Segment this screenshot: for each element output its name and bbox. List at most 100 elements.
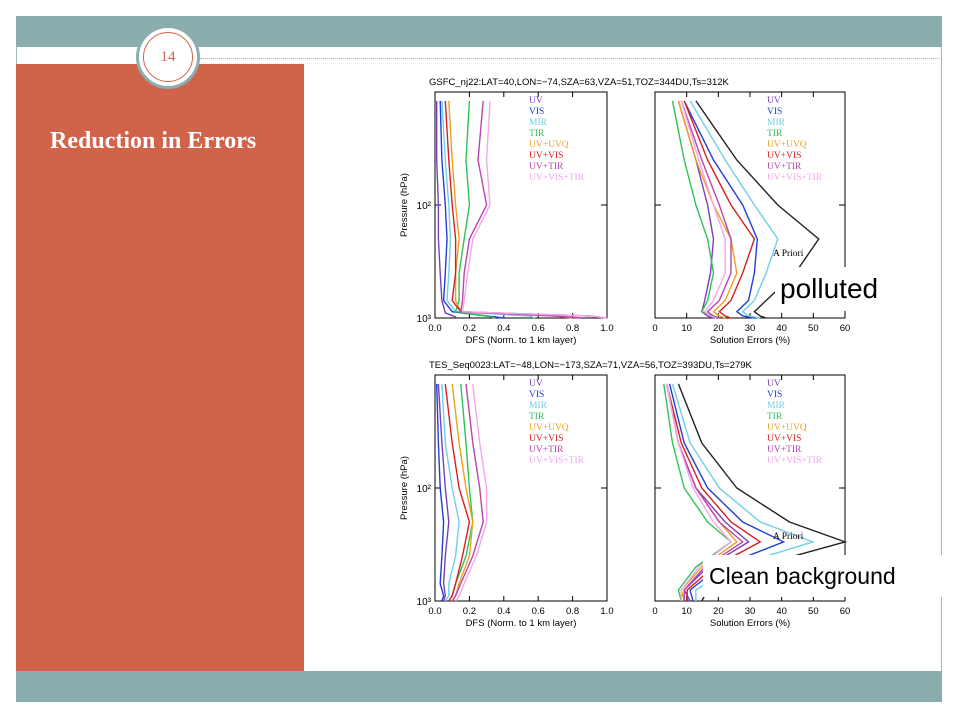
y-axis-label: Pressure (hPa): [399, 173, 410, 237]
x-tick-label: 0.0: [428, 323, 441, 334]
x-tick-label: 0.2: [463, 606, 476, 617]
x-tick-label: 0.4: [497, 606, 510, 617]
polluted-annotation: polluted: [775, 267, 895, 311]
series-line: [455, 383, 488, 602]
series-line: [437, 383, 450, 602]
legend-entry: UV: [529, 379, 543, 389]
slide-title: Reduction in Errors: [50, 128, 257, 154]
series-line: [459, 100, 582, 319]
series-line: [689, 100, 779, 319]
legend-entry: TIR: [767, 412, 783, 422]
series-line: [444, 383, 471, 602]
header-divider: [200, 58, 942, 59]
legend-entry: UV+VIS: [767, 151, 801, 161]
x-tick-label: 50: [808, 606, 819, 617]
series-line: [668, 383, 786, 602]
title-sidebar: [16, 64, 304, 671]
legend-entry: UV+VIS: [767, 434, 801, 444]
series-line: [436, 100, 457, 318]
x-tick-label: 0.8: [566, 323, 579, 334]
legend-entry: UV: [767, 379, 781, 389]
x-axis-label: DFS (Norm. to 1 km layer): [466, 335, 577, 346]
series-line: [677, 100, 738, 319]
x-tick-label: 0.8: [566, 606, 579, 617]
legend-entry: UV+UVQ: [529, 423, 569, 433]
x-tick-label: 0: [652, 323, 657, 334]
x-tick-label: 0.4: [497, 323, 510, 334]
legend-entry: MIR: [529, 118, 548, 128]
y-tick-label: 10²: [417, 484, 432, 495]
figure-panel-group: GSFC_nj22:LAT=40,LON=−74,SZA=63,VZA=51,T…: [399, 77, 851, 629]
x-tick-label: 0: [652, 606, 657, 617]
series-line: [436, 383, 445, 602]
legend-entry: VIS: [529, 107, 544, 117]
legend-entry: A Priori: [773, 532, 804, 542]
series-line: [461, 100, 608, 319]
x-tick-label: 30: [745, 606, 756, 617]
series-line: [441, 383, 460, 602]
legend-entry: TIR: [767, 129, 783, 139]
legend-entry: TIR: [529, 412, 545, 422]
series-line: [683, 100, 756, 319]
legend-entry: VIS: [767, 390, 782, 400]
x-tick-label: 10: [681, 323, 692, 334]
series-line: [439, 100, 504, 319]
series-line: [666, 383, 733, 601]
legend-entry: UV+TIR: [529, 162, 564, 172]
panel-title: TES_Seq0023:LAT=−48,LON=−173,SZA=71,VZA=…: [429, 360, 753, 371]
series-line: [451, 383, 484, 602]
x-tick-label: 60: [840, 606, 851, 617]
legend-entry: A Priori: [773, 249, 804, 259]
legend-entry: VIS: [767, 107, 782, 117]
legend-entry: UV+TIR: [767, 445, 802, 455]
series-line: [683, 100, 759, 319]
x-tick-label: 10: [681, 606, 692, 617]
x-axis-label: DFS (Norm. to 1 km layer): [466, 618, 577, 629]
series-line: [441, 100, 536, 319]
x-tick-label: 50: [808, 323, 819, 334]
x-axis-label: Solution Errors (%): [710, 618, 790, 629]
series-line: [454, 100, 496, 319]
y-axis-label: Pressure (hPa): [399, 456, 410, 520]
x-tick-label: 20: [713, 323, 724, 334]
series-line: [671, 100, 720, 319]
legend-entry: MIR: [529, 401, 548, 411]
legend-entry: UV+VIS+TIR: [767, 456, 823, 466]
series-line: [663, 383, 733, 602]
x-tick-label: 0.6: [532, 606, 545, 617]
series-line: [444, 100, 608, 319]
x-tick-label: 40: [776, 606, 787, 617]
x-tick-label: 60: [840, 323, 851, 334]
legend-entry: UV: [767, 96, 781, 106]
slide-number-badge: 14: [136, 25, 200, 89]
bottom-bar: [16, 671, 942, 702]
series-line: [680, 100, 732, 319]
legend-entry: MIR: [767, 118, 786, 128]
y-tick-label: 10³: [417, 314, 432, 325]
panel-frame: [434, 91, 608, 319]
x-tick-label: 1.0: [600, 323, 613, 334]
legend-entry: UV: [529, 96, 543, 106]
x-axis-label: Solution Errors (%): [710, 335, 790, 346]
x-tick-label: 40: [776, 323, 787, 334]
legend-entry: VIS: [529, 390, 544, 400]
clean-background-annotation: Clean background: [703, 555, 943, 597]
series-line: [666, 383, 762, 601]
legend-entry: UV+VIS+TIR: [767, 173, 823, 183]
legend-entry: UV+VIS+TIR: [529, 456, 585, 466]
y-tick-label: 10²: [417, 201, 432, 212]
legend-entry: TIR: [529, 129, 545, 139]
legend-entry: UV+VIS: [529, 151, 563, 161]
series-line: [671, 383, 815, 601]
x-tick-label: 0.6: [532, 323, 545, 334]
series-line: [680, 100, 726, 319]
legend-entry: MIR: [767, 401, 786, 411]
legend-entry: UV+TIR: [767, 162, 802, 172]
slide-number: 14: [160, 48, 176, 65]
x-tick-label: 20: [713, 606, 724, 617]
x-tick-label: 0.2: [463, 323, 476, 334]
legend-entry: UV+UVQ: [767, 423, 807, 433]
series-line: [677, 100, 715, 319]
legend-entry: UV+UVQ: [767, 140, 807, 150]
legend-entry: UV+TIR: [529, 445, 564, 455]
